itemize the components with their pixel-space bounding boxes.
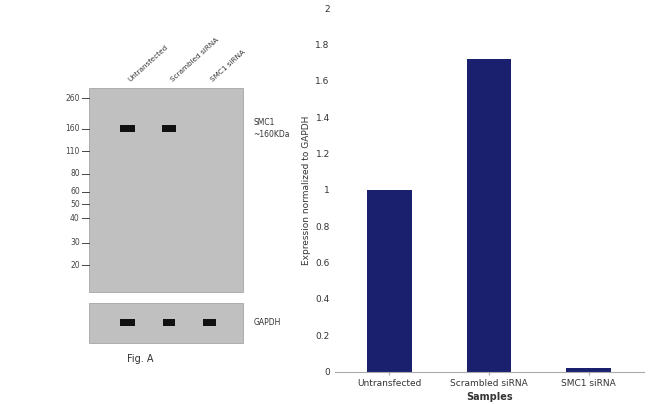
- Text: 50: 50: [70, 200, 80, 208]
- Text: Scrambled siRNA: Scrambled siRNA: [169, 36, 220, 83]
- Text: 110: 110: [66, 147, 80, 156]
- Bar: [89, 303, 243, 343]
- Text: 20: 20: [70, 261, 80, 270]
- Text: 60: 60: [70, 187, 80, 196]
- Y-axis label: Expression normalized to GAPDH: Expression normalized to GAPDH: [302, 115, 311, 265]
- Bar: [162, 125, 177, 133]
- Text: 40: 40: [70, 214, 80, 223]
- Text: 30: 30: [70, 238, 80, 247]
- Text: SMC1
~160KDa: SMC1 ~160KDa: [254, 118, 290, 139]
- Text: 80: 80: [70, 169, 80, 178]
- X-axis label: Samples: Samples: [466, 392, 512, 402]
- Text: 260: 260: [66, 94, 80, 103]
- Bar: [566, 368, 611, 372]
- Text: GAPDH: GAPDH: [254, 318, 281, 327]
- Text: Untransfected: Untransfected: [127, 44, 170, 83]
- Bar: [120, 319, 135, 326]
- Bar: [120, 125, 135, 133]
- Text: 160: 160: [66, 124, 80, 133]
- Text: SMC1 siRNA: SMC1 siRNA: [209, 49, 246, 83]
- Bar: [203, 319, 216, 326]
- Bar: [467, 59, 512, 372]
- Bar: [163, 319, 176, 326]
- Bar: [367, 190, 412, 372]
- Bar: [89, 88, 243, 292]
- Text: Fig. A: Fig. A: [127, 354, 153, 364]
